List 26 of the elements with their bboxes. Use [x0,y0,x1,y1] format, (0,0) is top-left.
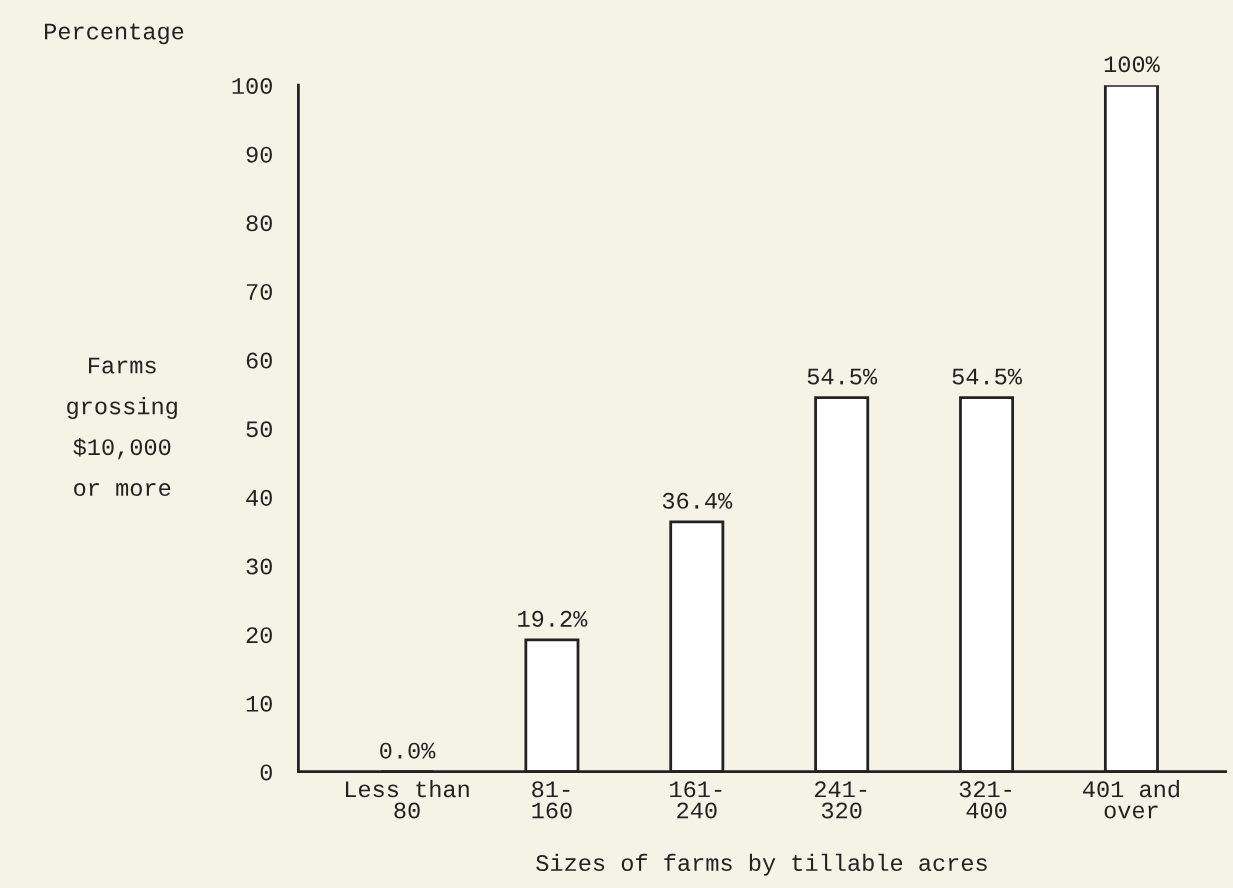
y-tick-label: 30 [246,558,272,575]
y-tick-label: 10 [246,695,272,712]
y-tick-label: 90 [246,146,272,163]
y-axis-title: Farms grossing $10,000 or more [67,357,177,497]
y-tick-label: 0 [260,764,272,781]
y-tick-label: 50 [246,421,272,438]
x-tick-label: 401 and over [1083,780,1179,819]
y-tick-label: 100 [232,78,272,95]
y-tick-label: 70 [246,283,272,300]
data-label: 54.5% [807,368,878,385]
x-tick-label: 81- 160 [532,781,572,819]
data-label: 0.0% [380,742,436,759]
y-tick-label: 60 [246,352,272,369]
x-axis-title: Sizes of farms by tillable acres [536,853,987,876]
y-tick-label: 20 [246,627,272,644]
x-tick-label: Less than 80 [346,780,469,819]
data-label: 100% [1104,56,1160,73]
x-tick-label: 321- 400 [959,781,1012,819]
data-label: 36.4% [662,492,733,509]
data-label: 54.5% [952,368,1022,385]
data-label: 19.2% [518,610,588,627]
y-tick-label: 40 [246,489,272,506]
x-tick-label: 241- 320 [815,781,867,819]
text: Percentage [45,23,184,45]
x-tick-label: 161- 240 [670,781,722,819]
y-tick-label: 80 [246,215,272,232]
